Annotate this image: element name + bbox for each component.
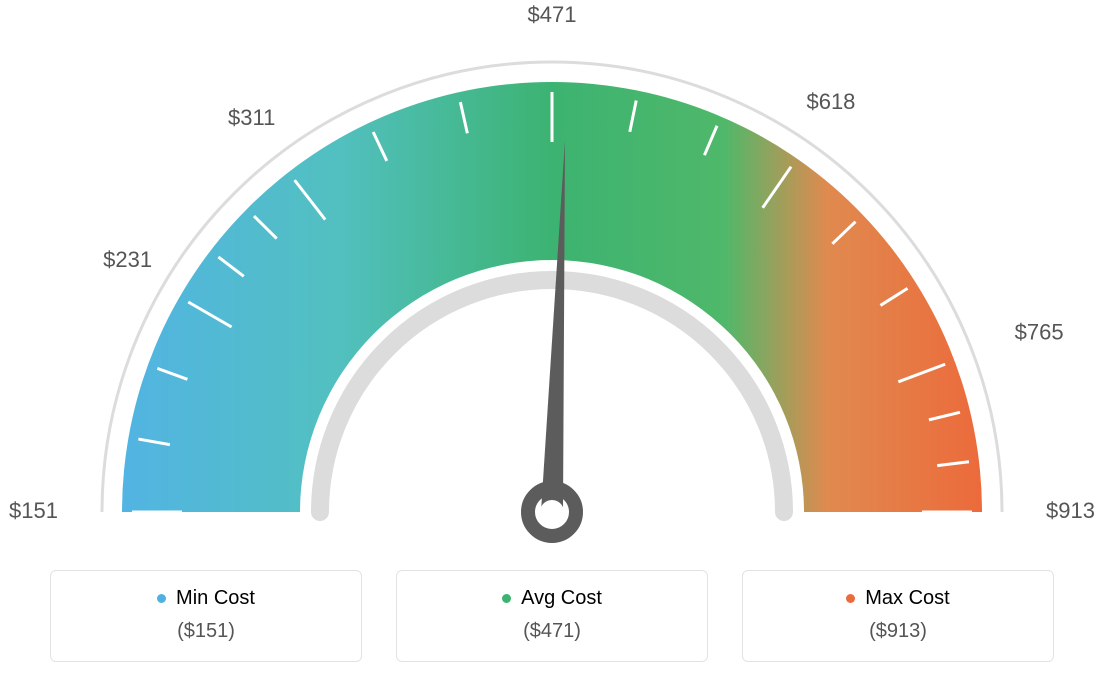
legend-card-max: Max Cost ($913) [742,570,1054,662]
legend-value-max: ($913) [743,620,1053,643]
legend-text-max: Max Cost [865,587,949,610]
legend-text-min: Min Cost [176,587,255,610]
svg-text:$231: $231 [103,247,152,272]
legend-dot-max [846,594,855,603]
legend-label-min: Min Cost [157,587,255,610]
svg-text:$471: $471 [528,2,577,27]
legend-dot-min [157,594,166,603]
legend-value-avg: ($471) [397,620,707,643]
legend-value-min: ($151) [51,620,361,643]
legend-row: Min Cost ($151) Avg Cost ($471) Max Cost… [0,560,1104,662]
svg-text:$151: $151 [9,498,58,523]
legend-card-avg: Avg Cost ($471) [396,570,708,662]
legend-text-avg: Avg Cost [521,587,602,610]
legend-dot-avg [502,594,511,603]
legend-card-min: Min Cost ($151) [50,570,362,662]
gauge-svg: $151 $231 $311 $471 $618 $765 $913 [0,0,1104,560]
legend-label-avg: Avg Cost [502,587,602,610]
svg-text:$311: $311 [228,105,275,130]
legend-label-max: Max Cost [846,587,949,610]
svg-text:$913: $913 [1046,498,1095,523]
cost-gauge: $151 $231 $311 $471 $618 $765 $913 [0,0,1104,560]
svg-text:$618: $618 [806,89,855,114]
svg-text:$765: $765 [1015,320,1064,345]
